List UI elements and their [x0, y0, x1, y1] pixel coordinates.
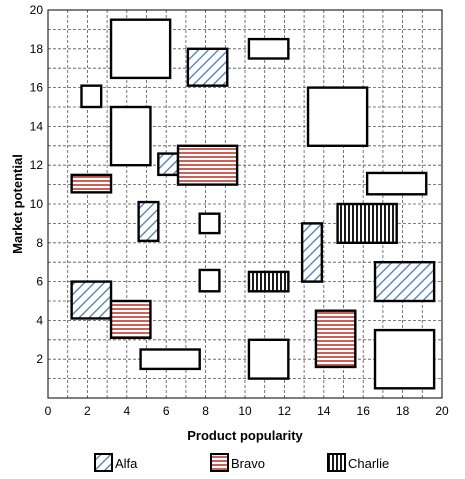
- box-alfa: [137, 200, 160, 243]
- x-tick-label: 6: [163, 404, 170, 418]
- x-tick-label: 14: [317, 404, 331, 418]
- box-bravo: [109, 299, 152, 340]
- box-empty: [198, 212, 221, 235]
- x-tick-label: 16: [357, 404, 371, 418]
- x-axis-label: Product popularity: [187, 428, 303, 443]
- legend: Alfa Bravo Charlie: [94, 453, 389, 472]
- x-tick-label: 10: [238, 404, 252, 418]
- box-alfa: [186, 47, 229, 87]
- x-tick-label: 4: [123, 404, 130, 418]
- y-tick-label: 16: [30, 81, 44, 95]
- y-axis-label: Market potential: [10, 154, 25, 254]
- legend-swatch-alfa: [94, 453, 113, 472]
- x-tick-label: 18: [396, 404, 410, 418]
- box-empty: [306, 86, 369, 147]
- legend-label-charlie: Charlie: [348, 456, 389, 471]
- legend-swatch-bravo: [210, 453, 229, 472]
- legend-label-bravo: Bravo: [231, 456, 265, 471]
- x-tick-label: 12: [278, 404, 292, 418]
- box-empty: [109, 105, 152, 167]
- y-tick-label: 6: [36, 275, 43, 289]
- box-empty: [198, 268, 221, 293]
- x-tick-label: 20: [435, 404, 449, 418]
- y-tick-label: 2: [36, 352, 43, 366]
- box-empty: [373, 328, 436, 390]
- box-alfa: [157, 152, 180, 177]
- y-tick-label: 20: [30, 3, 44, 17]
- box-alfa: [373, 261, 436, 303]
- x-tick-label: 8: [202, 404, 209, 418]
- box-bravo: [70, 173, 113, 194]
- box-charlie: [336, 202, 398, 244]
- y-tick-label: 4: [36, 313, 43, 327]
- y-tick-label: 10: [30, 197, 44, 211]
- plot-frame: [47, 9, 443, 399]
- box-empty: [247, 37, 290, 60]
- box-empty: [247, 338, 290, 380]
- plot-boxes: [70, 18, 436, 390]
- box-empty: [365, 171, 428, 196]
- box-charlie: [247, 270, 290, 293]
- box-bravo: [176, 144, 239, 186]
- legend-label-alfa: Alfa: [115, 456, 138, 471]
- y-tick-label: 14: [30, 119, 44, 133]
- tick-labels: 0 2 4 6 8 10 12 14 16 18 20 2 4 6 8 10 12 14 16 18 20: [30, 3, 449, 418]
- box-bravo: [314, 309, 357, 369]
- box-empty: [80, 84, 103, 109]
- legend-swatch-charlie: [327, 453, 346, 472]
- x-tick-label: 0: [45, 404, 52, 418]
- box-empty: [139, 348, 201, 371]
- y-tick-label: 12: [30, 158, 44, 172]
- x-tick-label: 2: [84, 404, 91, 418]
- box-alfa: [70, 280, 113, 320]
- y-tick-label: 8: [36, 236, 43, 250]
- box-empty: [109, 18, 172, 80]
- box-alfa: [300, 222, 324, 283]
- y-tick-label: 18: [30, 42, 44, 56]
